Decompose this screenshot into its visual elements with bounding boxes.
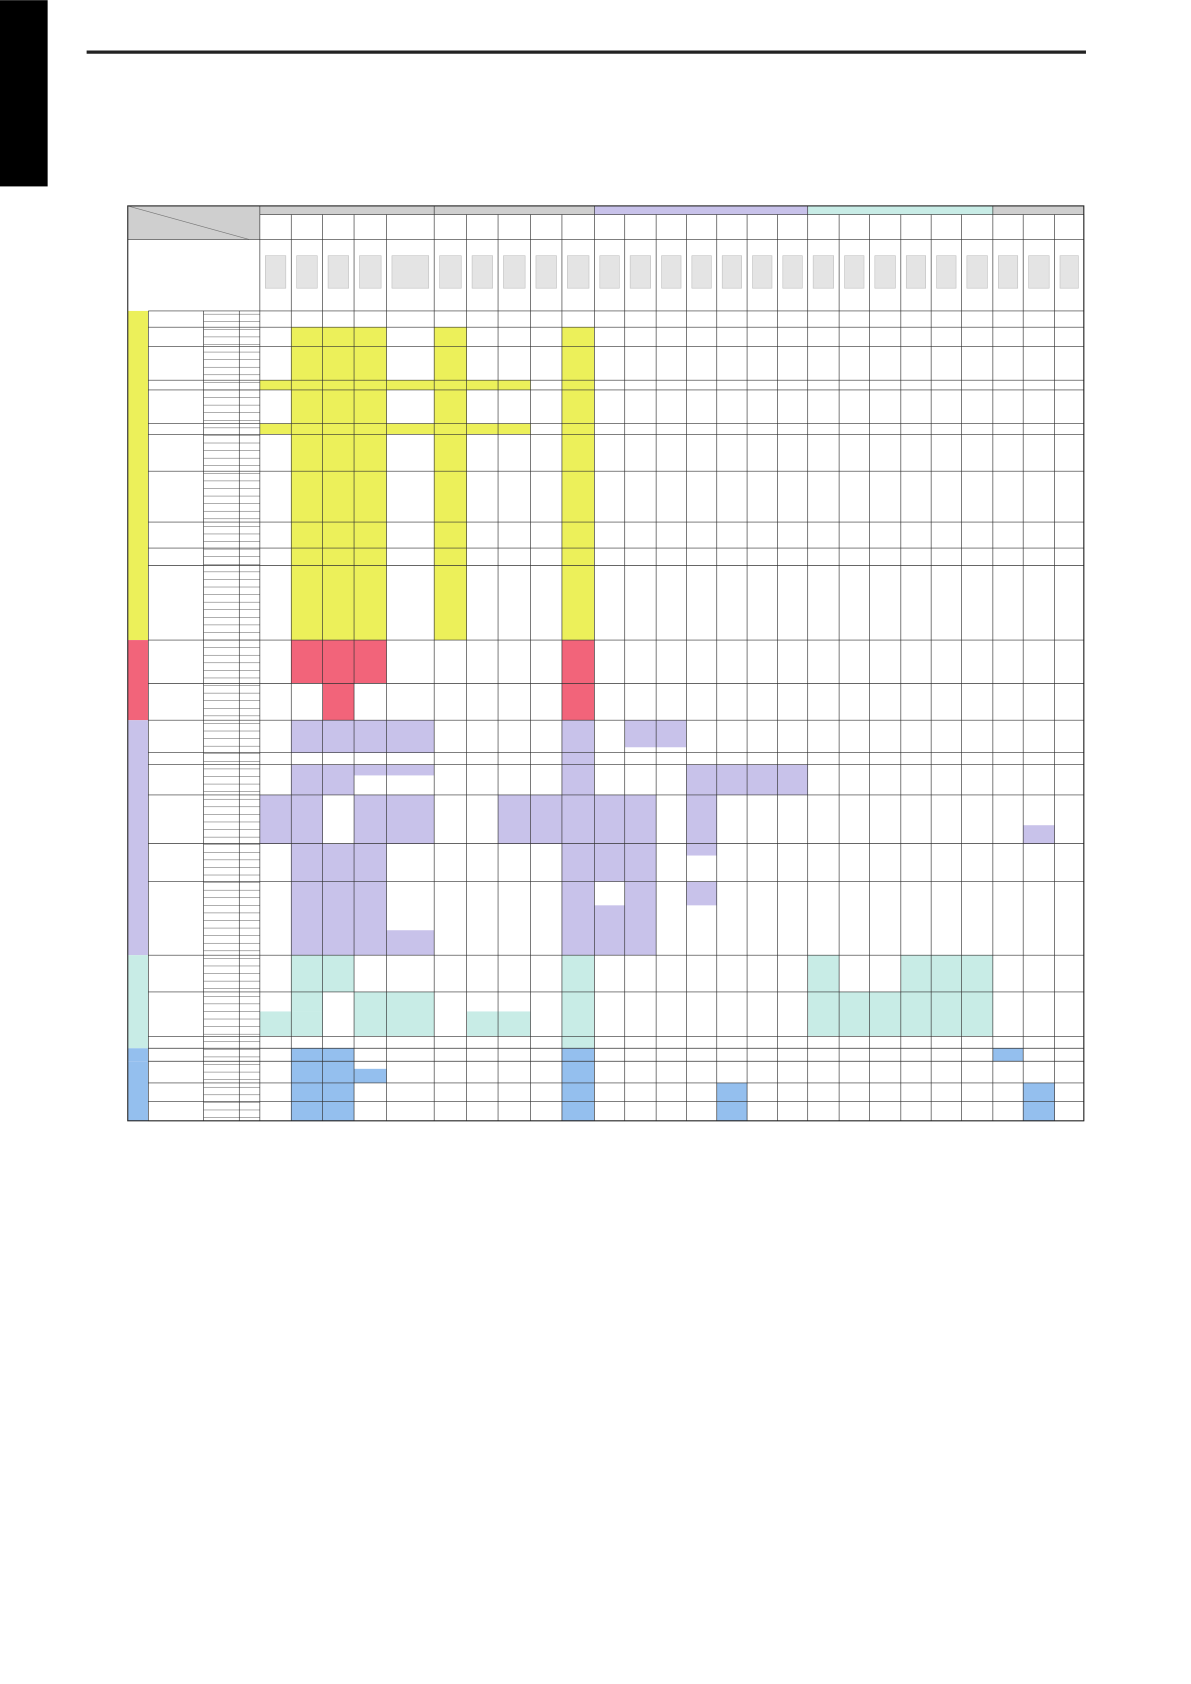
product-image bbox=[391, 255, 430, 289]
product-image bbox=[599, 255, 620, 289]
corner-header bbox=[127, 205, 260, 240]
group-band bbox=[127, 1048, 149, 1062]
product-image bbox=[1028, 255, 1050, 289]
group-band bbox=[127, 640, 149, 721]
cell-fill bbox=[686, 794, 717, 856]
group-band bbox=[127, 310, 149, 641]
cell-fill bbox=[259, 423, 531, 435]
cell-fill bbox=[624, 881, 657, 956]
cell-fill bbox=[354, 991, 435, 1037]
product-image bbox=[471, 255, 493, 289]
cell-fill bbox=[1023, 825, 1055, 844]
cell-fill bbox=[498, 794, 562, 844]
cell-fill bbox=[259, 794, 292, 844]
product-image bbox=[998, 255, 1019, 289]
group-header bbox=[259, 205, 595, 215]
product-image bbox=[327, 255, 349, 289]
product-image bbox=[966, 255, 988, 289]
cell-fill bbox=[291, 640, 387, 684]
group-header bbox=[807, 205, 993, 215]
product-image bbox=[905, 255, 927, 289]
cell-fill bbox=[561, 327, 595, 641]
group-band bbox=[127, 955, 149, 1049]
product-image bbox=[721, 255, 742, 289]
cell-fill bbox=[716, 1082, 748, 1121]
product-image bbox=[936, 255, 957, 289]
product-image bbox=[844, 255, 865, 289]
product-image bbox=[1059, 255, 1079, 289]
cell-fill bbox=[291, 327, 387, 641]
cell-fill bbox=[466, 1011, 531, 1037]
side-tab bbox=[0, 0, 48, 187]
cell-fill bbox=[561, 720, 595, 956]
cell-fill bbox=[354, 1068, 387, 1083]
product-image bbox=[661, 255, 682, 289]
compatibility-table bbox=[127, 205, 1085, 1122]
group-header bbox=[594, 205, 808, 215]
product-image bbox=[782, 255, 803, 289]
product-image bbox=[503, 255, 526, 289]
cell-fill bbox=[1023, 1082, 1055, 1121]
product-image bbox=[752, 255, 773, 289]
cell-fill bbox=[594, 794, 657, 882]
group-band bbox=[127, 720, 149, 956]
cell-fill bbox=[807, 955, 840, 1037]
product-image bbox=[874, 255, 896, 289]
cell-fill bbox=[322, 683, 355, 721]
cell-fill bbox=[354, 764, 435, 776]
product-image bbox=[629, 255, 651, 289]
product-image bbox=[359, 255, 382, 289]
cell-fill bbox=[839, 991, 901, 1037]
cell-fill bbox=[561, 955, 595, 1049]
cell-fill bbox=[434, 327, 467, 641]
corner-diagonal bbox=[127, 205, 250, 240]
product-image bbox=[567, 255, 590, 289]
cell-fill bbox=[900, 955, 993, 1037]
product-image bbox=[439, 255, 462, 289]
cell-fill bbox=[386, 930, 435, 956]
cell-fill bbox=[259, 380, 531, 390]
cell-fill bbox=[291, 794, 323, 844]
product-image bbox=[812, 255, 834, 289]
table-border bbox=[127, 205, 1085, 1122]
group-header bbox=[992, 205, 1084, 215]
product-image bbox=[535, 255, 557, 289]
cell-fill bbox=[561, 1048, 595, 1121]
cell-fill bbox=[624, 720, 687, 748]
product-image bbox=[296, 255, 318, 289]
group-band bbox=[127, 1061, 149, 1121]
cell-fill bbox=[992, 1048, 1024, 1062]
cell-fill bbox=[354, 794, 435, 844]
cell-fill bbox=[291, 843, 387, 956]
cell-fill bbox=[291, 991, 323, 1012]
cell-fill bbox=[594, 905, 625, 956]
product-image bbox=[264, 255, 287, 289]
product-image bbox=[691, 255, 712, 289]
cell-fill bbox=[686, 881, 717, 906]
cell-fill bbox=[561, 640, 595, 721]
cell-fill bbox=[291, 720, 435, 753]
